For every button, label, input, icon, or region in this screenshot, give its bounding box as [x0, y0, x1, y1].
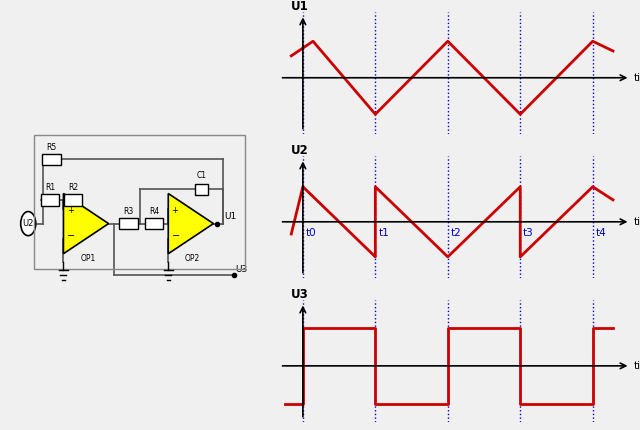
Text: +: +: [67, 206, 74, 215]
Text: U3: U3: [291, 288, 309, 301]
Text: t4: t4: [596, 227, 606, 238]
Text: U2: U2: [22, 219, 34, 228]
Circle shape: [20, 212, 36, 236]
Text: U1: U1: [291, 0, 309, 13]
Text: R2: R2: [68, 184, 78, 193]
Text: −: −: [67, 231, 75, 242]
Text: tijd: tijd: [634, 361, 640, 371]
Text: +: +: [172, 206, 179, 215]
Text: OP2: OP2: [185, 255, 200, 264]
Text: U2: U2: [291, 144, 309, 157]
Bar: [42, 154, 61, 165]
Text: OP1: OP1: [80, 255, 95, 264]
Text: tijd: tijd: [634, 217, 640, 227]
Bar: [119, 218, 138, 229]
Text: R5: R5: [47, 144, 57, 153]
Bar: [64, 194, 82, 206]
Polygon shape: [63, 194, 109, 254]
Text: t3: t3: [523, 227, 534, 238]
Bar: [34, 135, 244, 269]
Bar: [145, 218, 163, 229]
Text: −: −: [172, 231, 180, 242]
Text: t0: t0: [306, 227, 316, 238]
Text: U3: U3: [236, 265, 248, 274]
Polygon shape: [168, 194, 213, 254]
Text: U1: U1: [225, 212, 237, 221]
Bar: [195, 184, 209, 195]
Text: t2: t2: [451, 227, 461, 238]
Text: C1: C1: [196, 172, 207, 181]
Bar: [41, 194, 59, 206]
Text: R3: R3: [124, 207, 134, 216]
Text: R1: R1: [45, 184, 55, 193]
Text: R4: R4: [149, 207, 159, 216]
Text: t1: t1: [378, 227, 389, 238]
Text: tijd: tijd: [634, 73, 640, 83]
